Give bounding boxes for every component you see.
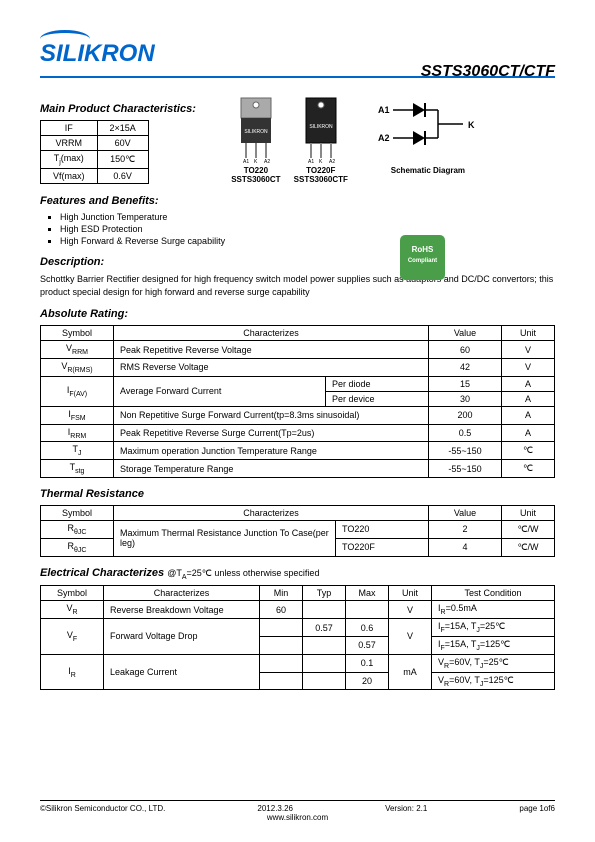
- package-to220f: SILIKRON A1 K A2 TO220F SSTS3060CTF: [294, 93, 348, 184]
- svg-text:A2: A2: [378, 133, 390, 143]
- svg-text:A1: A1: [243, 159, 249, 163]
- svg-text:A1: A1: [378, 105, 390, 115]
- tj-max-label: Tj(max): [41, 151, 98, 169]
- svg-text:K: K: [468, 120, 475, 130]
- page-footer: ©Silikron Semiconductor CO., LTD. 2012.3…: [40, 800, 555, 822]
- description-text: Schottky Barrier Rectifier designed for …: [40, 273, 555, 298]
- electrical-table: Symbol Characterizes Min Typ Max Unit Te…: [40, 585, 555, 690]
- svg-text:A2: A2: [329, 159, 335, 163]
- part-number: SSTS3060CT/CTF: [421, 63, 555, 81]
- description-title: Description:: [40, 256, 555, 268]
- features-list: High Junction Temperature High ESD Prote…: [40, 212, 555, 246]
- svg-text:K: K: [254, 159, 258, 163]
- main-char-table: IF2×15A VRRM60V Tj(max)150℃ Vf(max)0.6V: [40, 120, 149, 184]
- svg-text:A1: A1: [308, 159, 314, 163]
- svg-text:A2: A2: [264, 159, 270, 163]
- absolute-rating-table: Symbol Characterizes Value Unit VRRMPeak…: [40, 325, 555, 478]
- electrical-title: Electrical Characterizes @TA=25℃ unless …: [40, 567, 555, 581]
- thermal-title: Thermal Resistance: [40, 488, 555, 500]
- schematic-diagram: A1 A2 K Schematic Diagram: [373, 93, 483, 175]
- main-char-title: Main Product Characteristics:: [40, 103, 196, 115]
- svg-text:SILIKRON: SILIKRON: [309, 124, 333, 130]
- rohs-badge: RoHSCompliant: [400, 235, 445, 280]
- features-title: Features and Benefits:: [40, 195, 555, 207]
- svg-text:K: K: [319, 159, 323, 163]
- thermal-table: Symbol Characterizes Value Unit RθJCMaxi…: [40, 505, 555, 557]
- company-logo: SILIKRON: [40, 40, 155, 68]
- absolute-rating-title: Absolute Rating:: [40, 308, 555, 320]
- package-to220: SILIKRON A1 K A2 TO220 SSTS3060CT: [231, 93, 281, 184]
- svg-text:SILIKRON: SILIKRON: [244, 129, 268, 135]
